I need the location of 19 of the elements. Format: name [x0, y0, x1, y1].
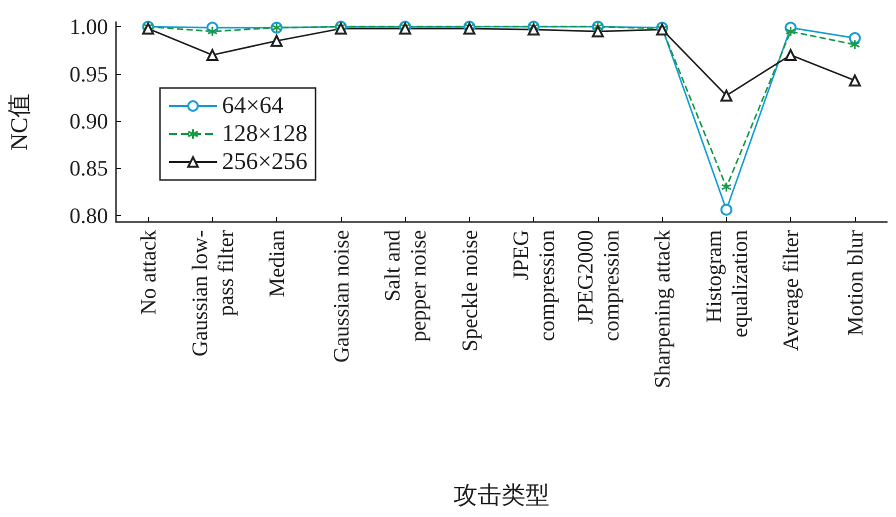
x-tick-label: Speckle noise [456, 230, 482, 352]
y-tick-label: 0.95 [70, 61, 108, 86]
x-axis-title: 攻击类型 [454, 483, 550, 509]
x-tick-label: Gaussian low- pass filter [186, 229, 238, 356]
x-tick-label: Sharpening attack [650, 230, 675, 388]
x-tick-label: Salt and pepper noise [380, 230, 431, 342]
x-tick-label: Median [264, 230, 290, 298]
y-tick-label: 1.00 [70, 14, 108, 40]
y-tick-label: 0.90 [70, 108, 108, 134]
x-tick-label: Motion blur [842, 229, 868, 336]
legend-label: 256×256 [222, 149, 308, 175]
legend-label: 64×64 [222, 93, 284, 119]
x-tick-label: Gaussian noise [328, 230, 354, 363]
y-tick-label: 0.85 [70, 156, 108, 181]
y-tick-label: 0.80 [70, 202, 108, 228]
x-tick-label: No attack [136, 230, 161, 315]
x-tick-label: Average filter [778, 229, 804, 352]
legend-label: 128×128 [222, 121, 308, 147]
y-axis-title: NC值 [7, 93, 33, 151]
